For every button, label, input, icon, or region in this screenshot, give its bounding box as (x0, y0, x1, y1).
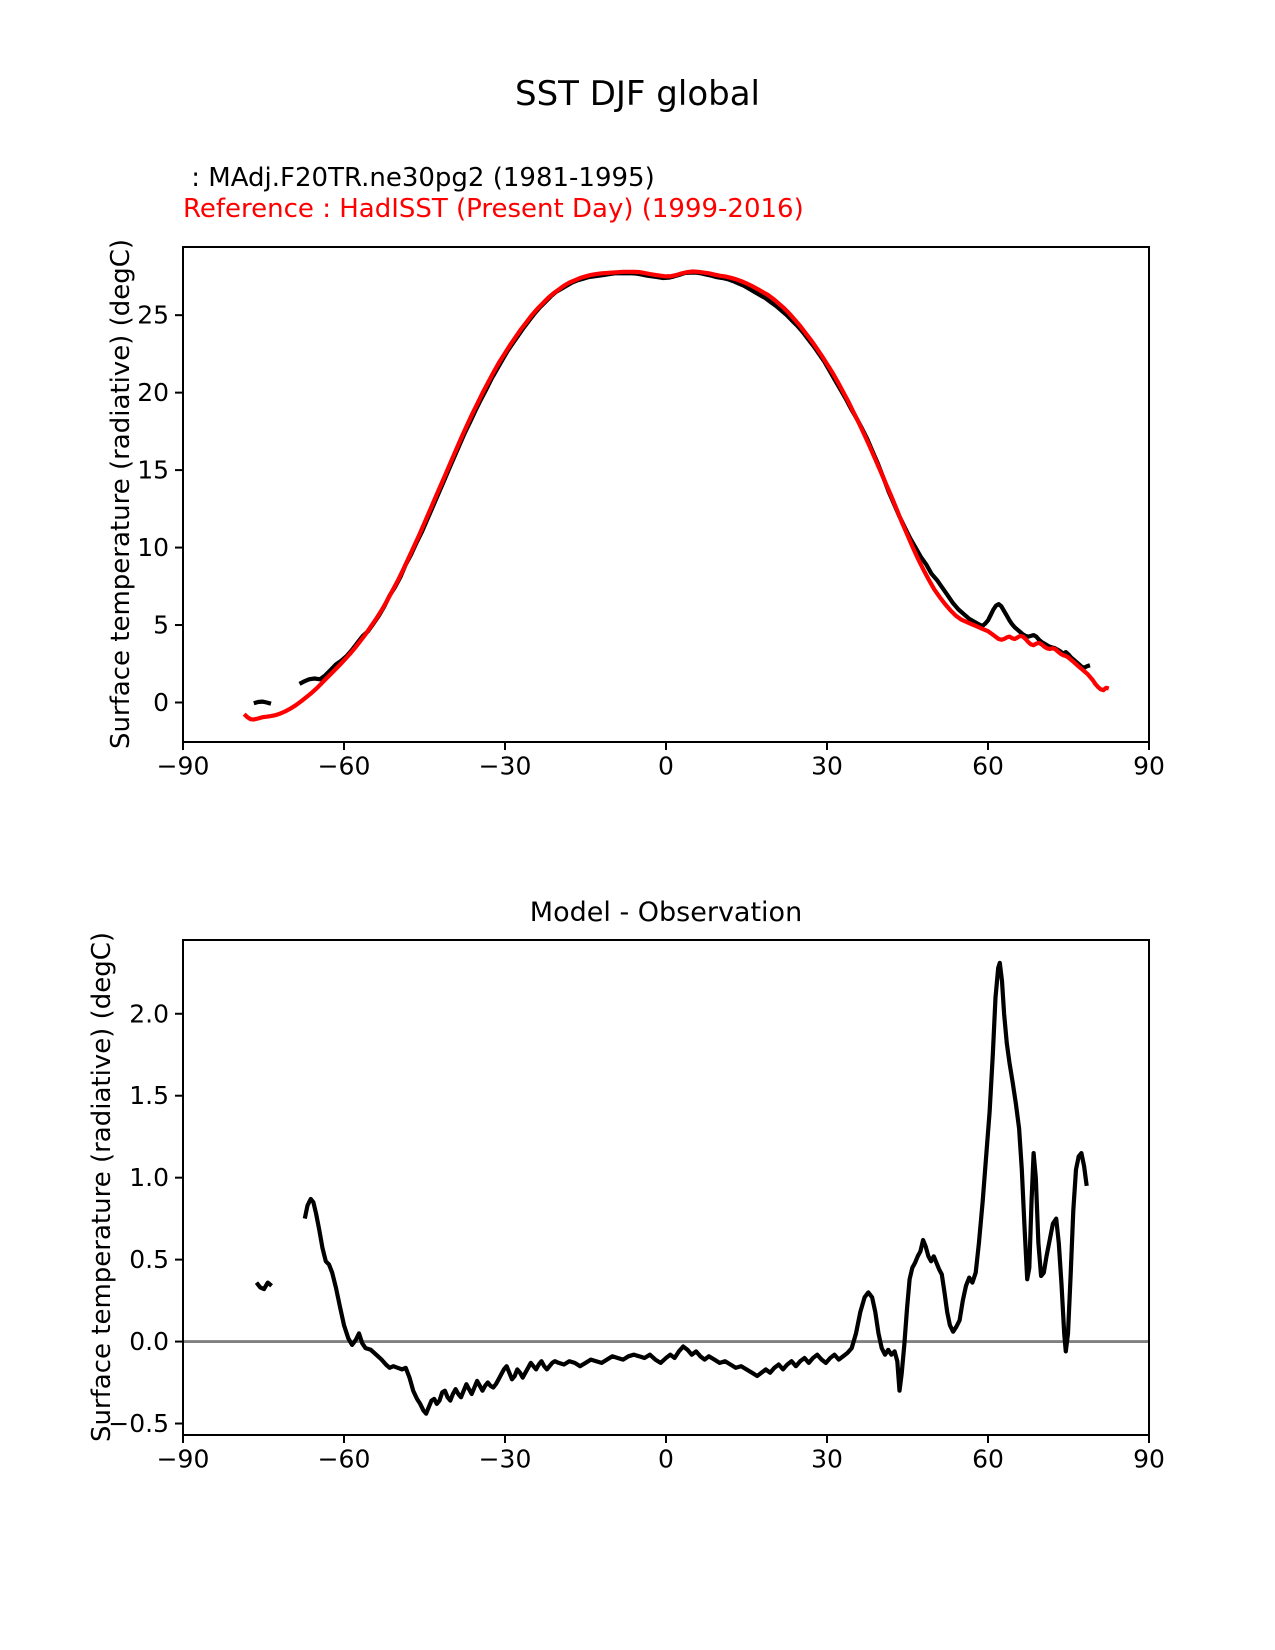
figure-title: SST DJF global (514, 74, 760, 114)
y-tick-label: 20 (137, 378, 169, 407)
x-tick-label: 60 (972, 751, 1004, 780)
x-tick-label: −30 (479, 1444, 532, 1473)
y-tick-label: 25 (137, 301, 169, 330)
legend-reference-line: Reference : HadISST (Present Day) (1999-… (183, 194, 804, 224)
bottom-plot-title: Model - Observation (529, 897, 803, 928)
x-tick-label: −30 (479, 751, 532, 780)
x-tick-label: −90 (157, 751, 210, 780)
y-tick-label: 5 (153, 611, 169, 640)
y-tick-label: 2.0 (129, 999, 169, 1028)
series-line-reference (242, 269, 1110, 722)
bottom-plot-ylabel: Surface temperature (radiative) (degC) (87, 931, 117, 1443)
x-tick-label: −90 (157, 1444, 210, 1473)
y-tick-label: 15 (137, 456, 169, 485)
x-tick-label: −60 (318, 1444, 371, 1473)
y-tick-label: 1.5 (129, 1081, 169, 1110)
bottom-plot-axes: −90 −60 −30 0 30 60 90 −0.5 0.0 0.5 1.0 1.5 2.0 (108, 939, 1165, 1473)
y-tick-label: 1.0 (129, 1163, 169, 1192)
x-tick-label: 90 (1133, 1444, 1165, 1473)
axes-spines (182, 246, 1150, 743)
series-line-difference (254, 1280, 273, 1292)
y-tick-label: 0 (153, 688, 169, 717)
x-tick-label: 90 (1133, 751, 1165, 780)
top-plot-axes: −90 −60 −30 0 30 60 90 0 5 10 15 20 25 (137, 246, 1165, 780)
x-tick-label: 0 (658, 751, 674, 780)
x-tick-label: −60 (318, 751, 371, 780)
y-tick-label: −0.5 (108, 1409, 169, 1438)
series-line-difference (302, 960, 1089, 1416)
series-line-model (253, 699, 272, 706)
x-tick-label: 60 (972, 1444, 1004, 1473)
legend-model-line: : MAdj.F20TR.ne30pg2 (1981-1995) (183, 163, 655, 193)
x-tick-label: 30 (811, 751, 843, 780)
y-tick-label: 10 (137, 533, 169, 562)
y-tick-label: 0.0 (129, 1327, 169, 1356)
y-tick-label: 0.5 (129, 1245, 169, 1274)
x-tick-label: 30 (811, 1444, 843, 1473)
top-plot-ylabel: Surface temperature (radiative) (degC) (106, 238, 136, 750)
x-tick-label: 0 (658, 1444, 674, 1473)
